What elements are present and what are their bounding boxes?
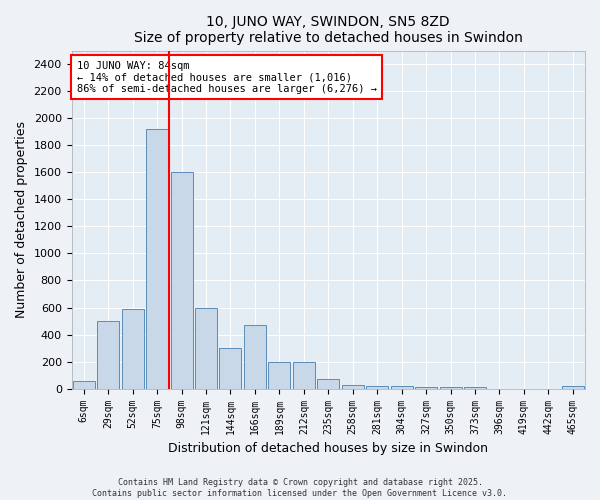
Bar	[391, 386, 413, 388]
Bar	[268, 362, 290, 388]
Text: Contains HM Land Registry data © Crown copyright and database right 2025.
Contai: Contains HM Land Registry data © Crown c…	[92, 478, 508, 498]
Y-axis label: Number of detached properties: Number of detached properties	[15, 121, 28, 318]
Text: 10 JUNO WAY: 84sqm
← 14% of detached houses are smaller (1,016)
86% of semi-deta: 10 JUNO WAY: 84sqm ← 14% of detached hou…	[77, 60, 377, 94]
Bar	[244, 325, 266, 388]
Bar	[317, 379, 339, 388]
Bar	[220, 348, 241, 389]
Title: 10, JUNO WAY, SWINDON, SN5 8ZD
Size of property relative to detached houses in S: 10, JUNO WAY, SWINDON, SN5 8ZD Size of p…	[134, 15, 523, 45]
X-axis label: Distribution of detached houses by size in Swindon: Distribution of detached houses by size …	[168, 442, 488, 455]
Bar	[73, 380, 95, 388]
Bar	[195, 308, 217, 388]
Bar	[170, 172, 193, 388]
Bar	[293, 362, 315, 388]
Bar	[122, 309, 143, 388]
Bar	[97, 321, 119, 388]
Bar	[342, 384, 364, 388]
Bar	[562, 386, 584, 388]
Bar	[146, 129, 168, 388]
Bar	[366, 386, 388, 388]
